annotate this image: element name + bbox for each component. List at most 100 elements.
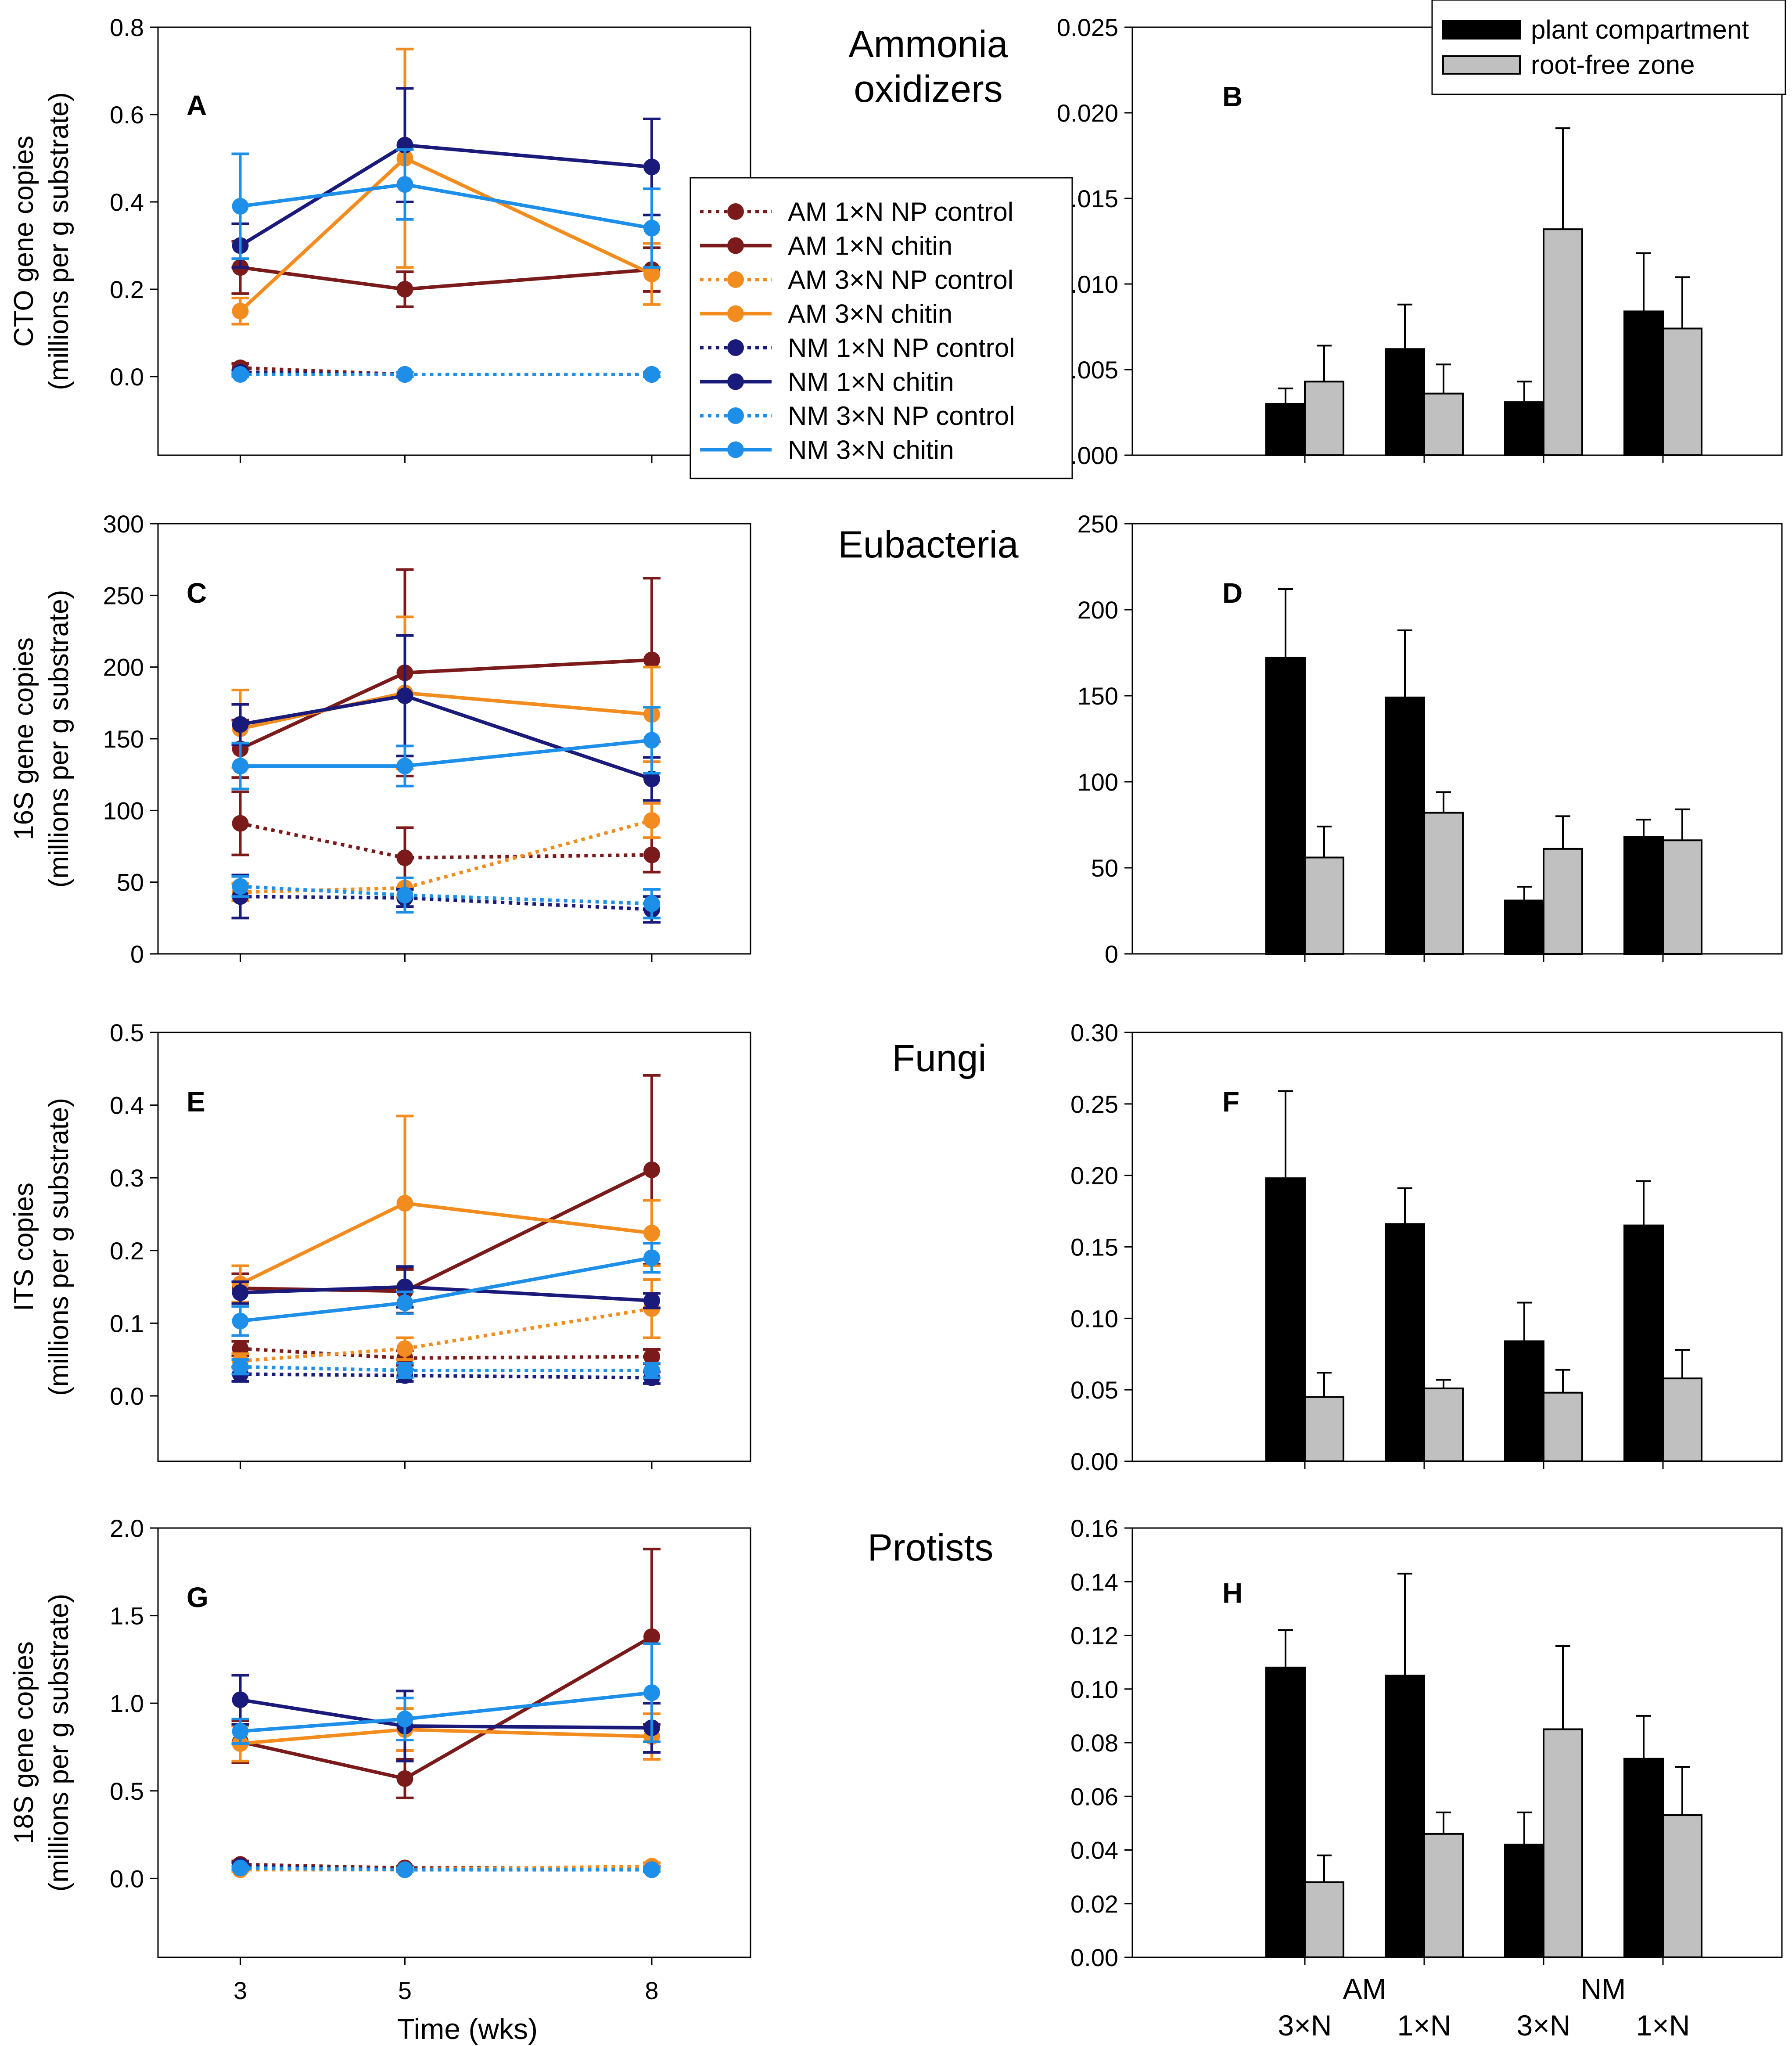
panel-a-am-1xn-np-control-series <box>231 360 661 383</box>
panel-a-ytick-label: 0.0 <box>110 363 144 391</box>
panel-b-plant-compartment-am-3xn-bar <box>1265 403 1306 456</box>
panel-e-ytick-label: 0.1 <box>110 1309 144 1337</box>
panel-e-nm-1xn-chitin-point <box>643 1292 660 1309</box>
panel-c-ytick-label: 50 <box>117 869 144 896</box>
panel-a-ytick-label: 0.2 <box>110 276 144 303</box>
panel-f-root-free-zone-nm-1xn-bar <box>1662 1377 1702 1462</box>
legend-marker-am-3xn-chitin <box>727 305 744 322</box>
panel-e-ytick-label: 0.0 <box>110 1382 144 1410</box>
panel-e-am-3xn-chitin-series <box>231 1115 661 1304</box>
panel-c-nm-1xn-chitin-point <box>643 770 660 787</box>
panel-c-ytick-label: 0 <box>130 940 144 968</box>
legend-marker-am-1xn-chitin <box>727 237 744 254</box>
panel-g-xtick-label: 5 <box>398 1977 412 2004</box>
panel-g-nm-3xn-chitin-series <box>231 1642 661 1745</box>
panel-c-nm-3xn-chitin-point <box>396 758 413 775</box>
legend-label-root-free-zone: root-free zone <box>1531 50 1695 79</box>
panel-g-nm-3xn-np-control-series <box>231 1859 661 1878</box>
panel-c-nm-3xn-np-control-series <box>231 875 661 920</box>
panel-e-letter: E <box>187 1086 205 1118</box>
panel-g-nm-1xn-chitin-point <box>232 1691 249 1708</box>
panel-g-letter: G <box>187 1582 208 1613</box>
panel-e-nm-3xn-chitin-point <box>643 1249 660 1266</box>
panel-h-ytick-label: 0.06 <box>1070 1783 1118 1810</box>
panel-h-ytick-label: 0.08 <box>1070 1729 1118 1757</box>
panel-f-root-free-zone-nm-3xn-bar <box>1543 1392 1583 1462</box>
panel-g-ytick-label: 0.0 <box>110 1865 144 1892</box>
legend-marker-nm-3xn-np-control <box>727 407 744 424</box>
panel-d-ytick-label: 250 <box>1077 510 1118 538</box>
panel-b-ytick-label: 0.020 <box>1057 99 1118 127</box>
panel-g-ylabel-line2: (millions per g substrate) <box>44 1594 74 1892</box>
legend-item-am-1xn-chitin <box>700 237 772 254</box>
legend-item-am-3xn-np-control <box>700 271 772 288</box>
panel-f-root-free-zone-am-1xn-bar <box>1423 1387 1464 1462</box>
legend-marker-am-3xn-np-control <box>727 271 744 288</box>
panel-d-plant-compartment-nm-3xn-bar <box>1504 899 1544 955</box>
panel-c-am-1xn-np-control-point <box>396 849 413 867</box>
panel-a-nm-3xn-chitin-point <box>232 198 249 215</box>
panel-h-ytick-label: 0.04 <box>1070 1837 1118 1864</box>
panel-h-plant-compartment-am-1xn-bar <box>1385 1675 1425 1958</box>
panel-a-nm-1xn-chitin-line <box>239 143 652 247</box>
legend-label-nm-3xn-np-control: NM 3×N NP control <box>788 401 1015 431</box>
panel-c-letter: C <box>187 577 207 609</box>
panel-a-am-3xn-chitin-series <box>231 47 661 326</box>
panel-a-am-3xn-chitin-line <box>239 156 653 313</box>
panel-h-plant-compartment-nm-1xn-bar <box>1623 1758 1664 1959</box>
panel-d-ytick-label: 200 <box>1077 596 1118 624</box>
panel-b-root-free-zone-am-3xn-bar <box>1304 381 1344 456</box>
panel-c-nm-3xn-chitin-point <box>643 732 660 749</box>
legend-label-am-1xn-np-control: AM 1×N NP control <box>788 197 1013 227</box>
panel-a-am-1xn-chitin-point <box>396 280 413 298</box>
panel-h-ytick-label: 0.14 <box>1070 1568 1118 1596</box>
panel-f-plant-compartment-nm-1xn-bar <box>1623 1224 1664 1462</box>
bar-legend-box <box>1431 0 1786 95</box>
panel-e-am-3xn-np-control-point <box>396 1340 413 1357</box>
panel-d-root-free-zone-nm-1xn-bar <box>1662 839 1702 955</box>
panel-c-am-3xn-np-control-series <box>231 802 661 903</box>
panel-d-ytick-label: 50 <box>1091 854 1118 882</box>
legend-item-am-3xn-chitin <box>700 305 772 322</box>
panel-g-am-1xn-chitin-point <box>396 1770 413 1787</box>
legend-item-nm-3xn-chitin <box>700 441 772 458</box>
panel-g-nm-3xn-chitin-point <box>643 1684 660 1701</box>
panel-c-am-3xn-np-control-point <box>643 812 660 829</box>
legend-swatch-plant-compartment <box>1442 20 1521 40</box>
panel-a-ytick-label: 0.4 <box>110 188 144 216</box>
panel-f-plant-compartment-am-1xn-bar <box>1385 1223 1425 1462</box>
panel-e-ytick-label: 0.2 <box>110 1237 144 1265</box>
panel-h-root-free-zone-am-3xn-bar <box>1304 1881 1344 1959</box>
bar-legend: plant compartment root-free zone <box>1431 0 1786 95</box>
panel-f-root-free-zone-am-3xn-bar <box>1304 1396 1344 1462</box>
panel-e-ylabel-line1: ITS copies <box>9 1183 39 1311</box>
group-title-fungi-line1: Fungi <box>892 1037 986 1079</box>
panel-c-nm-3xn-chitin-series <box>231 706 661 791</box>
panel-c-am-1xn-np-control-line <box>240 821 652 860</box>
panel-e-am-1xn-chitin-line <box>240 1168 653 1293</box>
panel-b-plant-compartment-nm-1xn-bar <box>1623 310 1664 457</box>
panel-d-root-free-zone-am-3xn-bar <box>1304 856 1344 955</box>
panel-b-plant-compartment-am-1xn-bar <box>1385 348 1425 457</box>
panel-c-ytick-label: 100 <box>103 797 144 824</box>
legend-label-am-3xn-chitin: AM 3×N chitin <box>788 299 952 329</box>
bar-xlabel-n-4: 1×N <box>1636 2009 1690 2042</box>
panel-f-ytick-label: 0.05 <box>1070 1376 1118 1404</box>
bar-xlabel-n-1: 3×N <box>1278 2009 1332 2042</box>
panel-a-ylabel-line1: CTO gene copies <box>9 136 39 347</box>
panel-c-am-1xn-np-control-point <box>643 846 660 863</box>
legend-item-am-1xn-np-control <box>700 203 772 220</box>
panel-c-ytick-label: 200 <box>103 654 144 681</box>
panel-d-ytick-label: 0 <box>1105 940 1118 968</box>
panel-e-am-1xn-np-control-line <box>240 1347 652 1360</box>
panel-d-ytick-label: 150 <box>1077 682 1118 710</box>
group-title-eubacteria-line1: Eubacteria <box>838 524 1018 566</box>
panel-g-frame <box>157 1527 751 1958</box>
panel-c-nm-3xn-np-control-point <box>643 895 660 912</box>
panel-e-nm-3xn-chitin-point <box>232 1312 249 1330</box>
panel-e-am-3xn-chitin-point <box>643 1225 660 1242</box>
panel-e-am-1xn-chitin-series <box>231 1074 661 1315</box>
panel-g-am-3xn-chitin-line <box>240 1728 652 1745</box>
panel-a-nm-3xn-np-control-point <box>396 366 413 383</box>
legend-label-nm-1xn-np-control: NM 1×N NP control <box>788 333 1015 363</box>
